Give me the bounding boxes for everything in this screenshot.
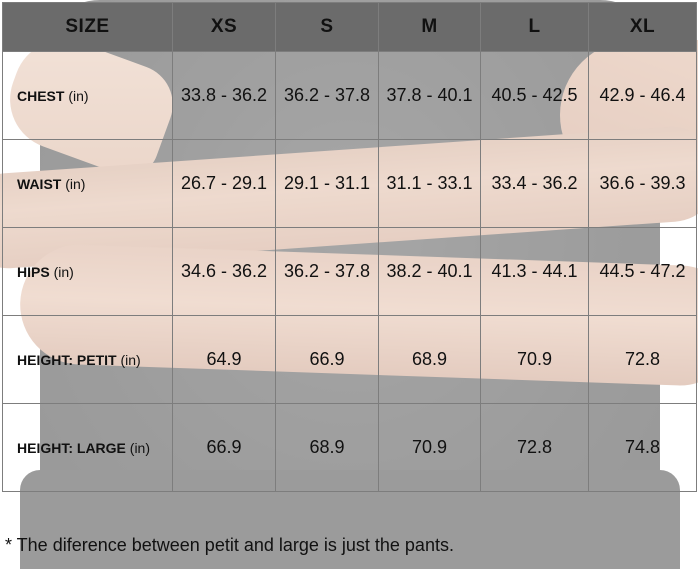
size-s-header: S — [275, 2, 379, 52]
table-cell: 68.9 — [275, 403, 379, 492]
row-label-text: CHEST — [17, 87, 65, 104]
table-cell: 42.9 - 46.4 — [588, 51, 697, 140]
row-label-text: HIPS — [17, 263, 50, 280]
size-l-header: L — [480, 2, 589, 52]
table-cell: 37.8 - 40.1 — [378, 51, 481, 140]
table-row-height-large: HEIGHT: LARGE (in) 66.9 68.9 70.9 72.8 7… — [2, 403, 697, 492]
table-row-hips: HIPS (in) 34.6 - 36.2 36.2 - 37.8 38.2 -… — [2, 227, 697, 316]
size-chart-table: SIZE XS S M L XL CHEST (in) 33.8 - 36.2 … — [2, 2, 697, 492]
table-cell: 41.3 - 44.1 — [480, 227, 589, 316]
row-unit: (in) — [65, 175, 86, 192]
row-label: HIPS (in) — [2, 227, 173, 316]
table-row-height-petit: HEIGHT: PETIT (in) 64.9 66.9 68.9 70.9 7… — [2, 315, 697, 404]
row-label-text: WAIST — [17, 175, 62, 192]
table-cell: 72.8 — [480, 403, 589, 492]
table-cell: 70.9 — [480, 315, 589, 404]
footnote: * The diference between petit and large … — [5, 535, 454, 555]
table-cell: 40.5 - 42.5 — [480, 51, 589, 140]
header-row: SIZE XS S M L XL — [2, 2, 697, 52]
table-cell: 31.1 - 33.1 — [378, 139, 481, 228]
row-unit: (in) — [129, 439, 151, 456]
table-cell: 36.2 - 37.8 — [275, 51, 379, 140]
table-cell: 33.4 - 36.2 — [480, 139, 589, 228]
table-cell: 38.2 - 40.1 — [378, 227, 481, 316]
row-unit: (in) — [53, 263, 74, 280]
row-label: CHEST (in) — [2, 51, 173, 140]
table-cell: 26.7 - 29.1 — [172, 139, 276, 228]
table-row-waist: WAIST (in) 26.7 - 29.1 29.1 - 31.1 31.1 … — [2, 139, 697, 228]
table-cell: 36.2 - 37.8 — [275, 227, 379, 316]
table-cell: 72.8 — [588, 315, 697, 404]
table-cell: 74.8 — [588, 403, 697, 492]
table-cell: 34.6 - 36.2 — [172, 227, 276, 316]
table-cell: 64.9 — [172, 315, 276, 404]
table-cell: 29.1 - 31.1 — [275, 139, 379, 228]
row-unit: (in) — [68, 87, 89, 104]
size-m-header: M — [378, 2, 481, 52]
row-label: HEIGHT: PETIT (in) — [2, 315, 173, 404]
table-cell: 66.9 — [275, 315, 379, 404]
row-label: HEIGHT: LARGE (in) — [2, 403, 173, 492]
size-header: SIZE — [2, 2, 173, 52]
row-label-text: HEIGHT: PETIT — [17, 351, 117, 368]
table-cell: 44.5 - 47.2 — [588, 227, 697, 316]
table-row-chest: CHEST (in) 33.8 - 36.2 36.2 - 37.8 37.8 … — [2, 51, 697, 140]
row-label: WAIST (in) — [2, 139, 173, 228]
table-cell: 36.6 - 39.3 — [588, 139, 697, 228]
table-cell: 66.9 — [172, 403, 276, 492]
table-cell: 68.9 — [378, 315, 481, 404]
table-cell: 33.8 - 36.2 — [172, 51, 276, 140]
table-cell: 70.9 — [378, 403, 481, 492]
row-unit: (in) — [120, 351, 141, 368]
size-xl-header: XL — [588, 2, 697, 52]
row-label-text: HEIGHT: LARGE — [17, 439, 126, 456]
size-xs-header: XS — [172, 2, 276, 52]
